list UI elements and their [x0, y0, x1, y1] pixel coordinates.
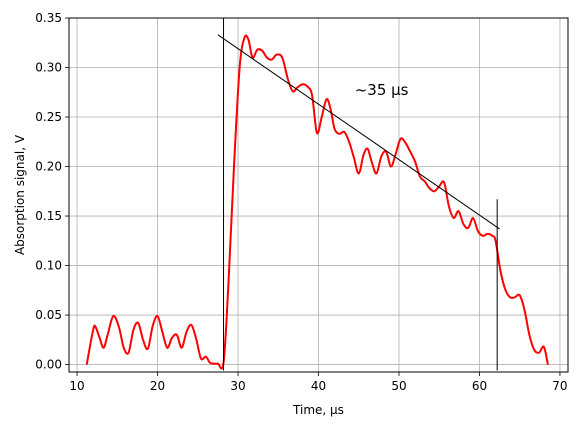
y-tick-label: 0.25 — [35, 110, 62, 124]
series-layer — [85, 34, 549, 370]
y-tick-label: 0.10 — [35, 259, 62, 273]
x-tick-label: 20 — [150, 379, 165, 393]
y-tick-label: 0.05 — [35, 308, 62, 322]
trend-line — [217, 34, 500, 230]
y-tick-label: 0.20 — [35, 160, 62, 174]
y-tick-label: 0.15 — [35, 209, 62, 223]
x-axis-label: Time, μs — [292, 403, 344, 417]
axis-ticks: 10 20 30 40 50 60 70 0.00 0.05 0.10 0.15 0.20 0.25 0.… — [35, 11, 567, 393]
annotation-label: ~35 μs — [355, 81, 409, 99]
series-line — [85, 34, 549, 370]
x-tick-label: 60 — [472, 379, 487, 393]
y-tick-label: 0.30 — [35, 61, 62, 75]
x-tick-label: 30 — [230, 379, 245, 393]
x-tick-label: 70 — [552, 379, 567, 393]
y-tick-label: 0.35 — [35, 11, 62, 25]
x-tick-label: 50 — [391, 379, 406, 393]
x-tick-label: 40 — [311, 379, 326, 393]
y-tick-label: 0.00 — [35, 358, 62, 372]
annotations-layer: ~35 μs — [355, 81, 409, 99]
grid-lines — [69, 17, 568, 372]
y-axis-label: Absorption signal, V — [13, 134, 27, 255]
x-tick-label: 10 — [69, 379, 84, 393]
marker-lines — [217, 18, 500, 371]
